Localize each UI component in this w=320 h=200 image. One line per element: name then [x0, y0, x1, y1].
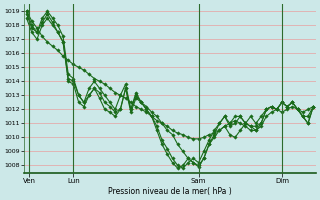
- X-axis label: Pression niveau de la mer( hPa ): Pression niveau de la mer( hPa ): [108, 187, 232, 196]
